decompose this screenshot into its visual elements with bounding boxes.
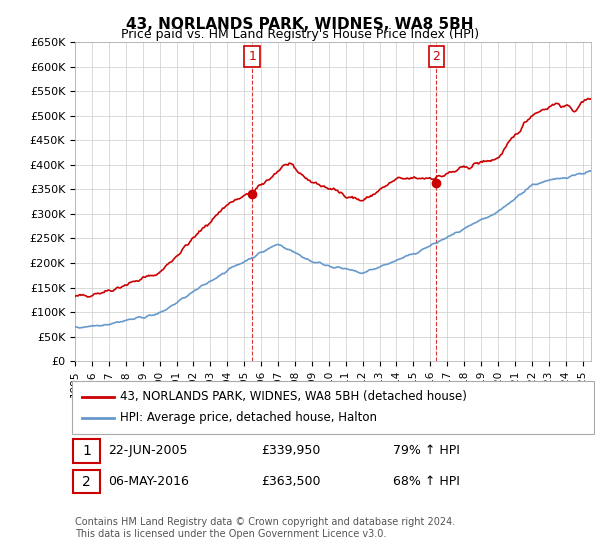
Text: 1: 1 (248, 50, 256, 63)
Text: Contains HM Land Registry data © Crown copyright and database right 2024.
This d: Contains HM Land Registry data © Crown c… (75, 517, 455, 539)
Text: 22-JUN-2005: 22-JUN-2005 (108, 444, 187, 458)
Text: £339,950: £339,950 (261, 444, 320, 458)
Text: Price paid vs. HM Land Registry's House Price Index (HPI): Price paid vs. HM Land Registry's House … (121, 28, 479, 41)
Text: HPI: Average price, detached house, Halton: HPI: Average price, detached house, Halt… (120, 412, 377, 424)
Text: 2: 2 (432, 50, 440, 63)
Text: 43, NORLANDS PARK, WIDNES, WA8 5BH: 43, NORLANDS PARK, WIDNES, WA8 5BH (126, 17, 474, 32)
Text: 06-MAY-2016: 06-MAY-2016 (108, 475, 189, 488)
Text: 79% ↑ HPI: 79% ↑ HPI (393, 444, 460, 458)
Text: £363,500: £363,500 (261, 475, 320, 488)
Text: 43, NORLANDS PARK, WIDNES, WA8 5BH (detached house): 43, NORLANDS PARK, WIDNES, WA8 5BH (deta… (120, 390, 467, 403)
Text: 1: 1 (82, 444, 91, 458)
Text: 68% ↑ HPI: 68% ↑ HPI (393, 475, 460, 488)
Text: 2: 2 (82, 475, 91, 488)
